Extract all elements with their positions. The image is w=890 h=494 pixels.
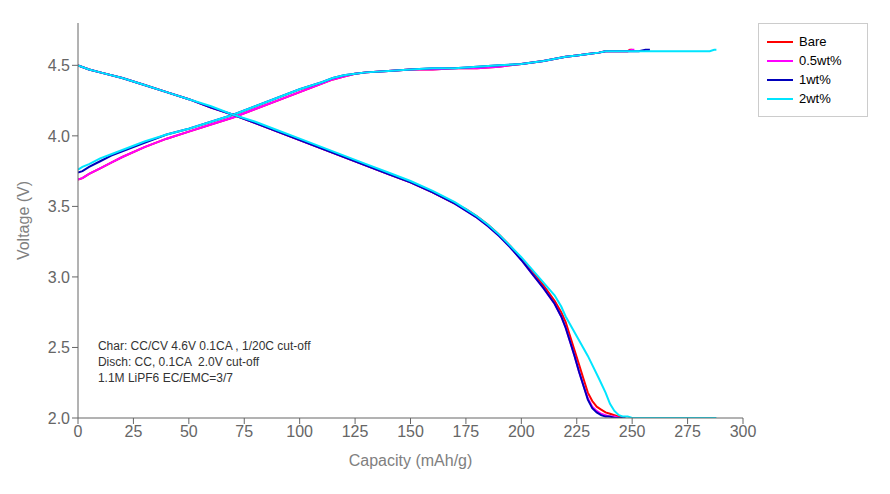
svg-text:75: 75 xyxy=(235,423,253,440)
svg-text:3.0: 3.0 xyxy=(48,269,70,286)
svg-text:Capacity (mAh/g): Capacity (mAh/g) xyxy=(349,452,473,469)
svg-text:225: 225 xyxy=(563,423,590,440)
html-text:Char: CC/CV 4.6V 0.1CA , 1/20C: Char: CC/CV 4.6V 0.1CA , 1/20C cut-off D… xyxy=(97,339,311,386)
svg-text:175: 175 xyxy=(453,423,480,440)
html-text:0.5wt%: 0.5wt% xyxy=(799,53,842,68)
svg-text:2.0: 2.0 xyxy=(48,410,70,427)
html-text:Bare: Bare xyxy=(799,34,827,49)
svg-text:Voltage (V): Voltage (V) xyxy=(15,181,32,260)
svg-text:25: 25 xyxy=(125,423,143,440)
svg-text:250: 250 xyxy=(619,423,646,440)
svg-text:4.5: 4.5 xyxy=(48,57,70,74)
html-text:2wt%: 2wt% xyxy=(799,91,831,106)
svg-text:50: 50 xyxy=(180,423,198,440)
svg-text:125: 125 xyxy=(342,423,369,440)
svg-text:4.0: 4.0 xyxy=(48,128,70,145)
svg-text:2.5: 2.5 xyxy=(48,339,70,356)
svg-text:3.5: 3.5 xyxy=(48,198,70,215)
svg-text:300: 300 xyxy=(730,423,757,440)
html-text:1wt%: 1wt% xyxy=(799,72,831,87)
svg-text:275: 275 xyxy=(674,423,701,440)
svg-text:200: 200 xyxy=(508,423,535,440)
svg-text:150: 150 xyxy=(397,423,424,440)
svg-text:100: 100 xyxy=(286,423,313,440)
svg-text:0: 0 xyxy=(74,423,83,440)
